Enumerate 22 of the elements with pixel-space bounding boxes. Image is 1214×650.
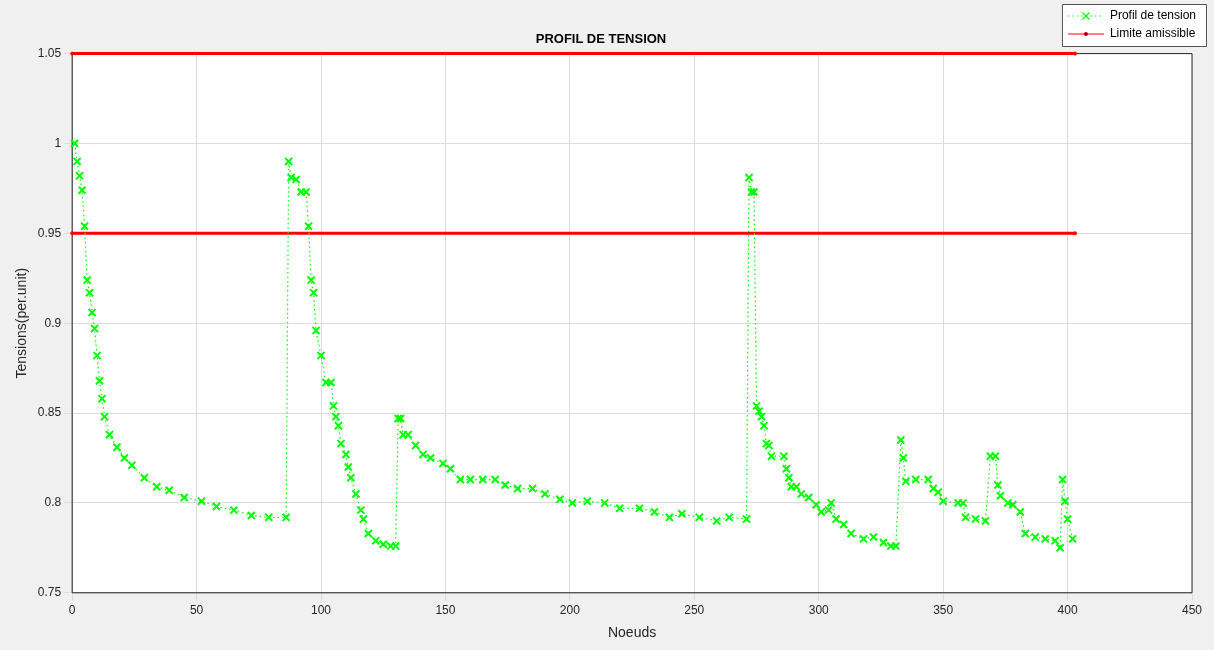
legend-label: Profil de tension (1109, 8, 1197, 23)
x-tick-label: 400 (1057, 603, 1078, 618)
x-tick-label: 250 (684, 603, 705, 618)
x-tick-label: 350 (933, 603, 954, 618)
y-tick-label: 0.75 (37, 585, 62, 600)
x-tick-label: 150 (435, 603, 456, 618)
y-axis-title: Tensions(per.unit) (13, 267, 30, 379)
x-tick-label: 300 (808, 603, 830, 618)
x-tick-label: 50 (189, 603, 204, 618)
y-tick-label: 0.9 (44, 315, 62, 330)
y-tick-label: 0.85 (37, 405, 62, 420)
x-tick-label: 0 (68, 603, 76, 618)
x-tick-label: 100 (310, 603, 332, 618)
y-tick-label: 1 (54, 135, 62, 150)
y-tick-label: 0.95 (37, 225, 62, 240)
x-tick-label: 450 (1181, 603, 1203, 618)
chart-title: PROFIL DE TENSION (535, 31, 667, 47)
legend-label: Limite amissible (1109, 26, 1196, 41)
x-tick-label: 200 (559, 603, 581, 618)
y-tick-label: 1.05 (37, 45, 62, 60)
y-tick-label: 0.8 (44, 495, 62, 510)
x-axis-title: Noeuds (607, 624, 657, 641)
